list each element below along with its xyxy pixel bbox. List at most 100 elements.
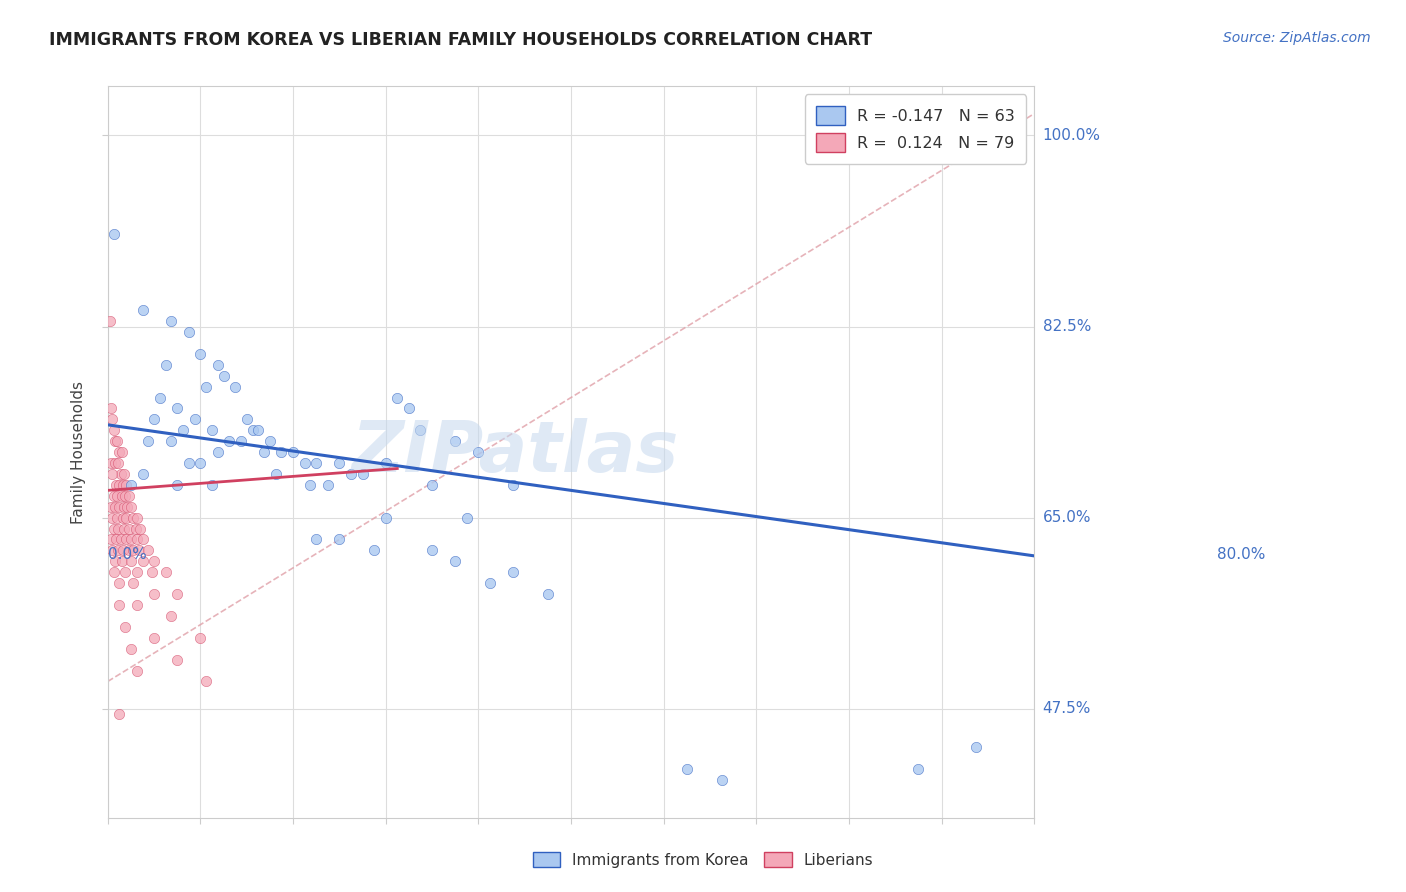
Text: 47.5%: 47.5%: [1043, 701, 1091, 716]
Point: [444, 554, 467, 568]
Point: [409, 423, 432, 437]
Point: [253, 445, 276, 459]
Point: [207, 445, 229, 459]
Point: [111, 543, 134, 558]
Point: [117, 543, 139, 558]
Point: [195, 379, 218, 393]
Point: [467, 445, 489, 459]
Text: 100.0%: 100.0%: [1043, 128, 1101, 143]
Point: [115, 510, 138, 524]
Point: [100, 533, 122, 547]
Point: [125, 598, 148, 612]
Point: [122, 510, 145, 524]
Point: [110, 533, 132, 547]
Point: [115, 478, 138, 492]
Point: [112, 500, 135, 514]
Text: 65.0%: 65.0%: [1043, 510, 1091, 525]
Point: [108, 598, 131, 612]
Point: [328, 456, 350, 470]
Point: [114, 620, 136, 634]
Point: [294, 456, 316, 470]
Point: [907, 762, 929, 776]
Point: [120, 641, 142, 656]
Point: [104, 500, 127, 514]
Point: [101, 467, 124, 481]
Point: [112, 467, 135, 481]
Point: [101, 510, 124, 524]
Point: [201, 423, 224, 437]
Point: [131, 303, 153, 318]
Point: [120, 478, 142, 492]
Point: [104, 478, 127, 492]
Point: [114, 489, 136, 503]
Point: [155, 358, 177, 372]
Point: [117, 522, 139, 536]
Point: [456, 510, 478, 524]
Point: [143, 412, 166, 426]
Point: [444, 434, 467, 449]
Point: [270, 445, 292, 459]
Point: [675, 762, 697, 776]
Point: [122, 576, 145, 591]
Point: [201, 478, 224, 492]
Point: [105, 510, 128, 524]
Point: [242, 423, 264, 437]
Point: [420, 478, 443, 492]
Point: [120, 500, 142, 514]
Point: [112, 522, 135, 536]
Point: [420, 543, 443, 558]
Point: [125, 533, 148, 547]
Point: [398, 401, 420, 416]
Point: [111, 554, 134, 568]
Point: [114, 566, 136, 580]
Text: IMMIGRANTS FROM KOREA VS LIBERIAN FAMILY HOUSEHOLDS CORRELATION CHART: IMMIGRANTS FROM KOREA VS LIBERIAN FAMILY…: [49, 31, 872, 49]
Point: [340, 467, 363, 481]
Point: [537, 587, 560, 601]
Point: [190, 347, 212, 361]
Point: [195, 674, 218, 689]
Point: [111, 445, 134, 459]
Point: [108, 576, 131, 591]
Text: Source: ZipAtlas.com: Source: ZipAtlas.com: [1223, 31, 1371, 45]
Point: [328, 533, 350, 547]
Point: [103, 566, 125, 580]
Point: [108, 500, 131, 514]
Point: [98, 314, 121, 328]
Point: [108, 445, 131, 459]
Point: [166, 652, 188, 666]
Point: [166, 587, 188, 601]
Point: [104, 434, 127, 449]
Point: [104, 533, 127, 547]
Point: [117, 500, 139, 514]
Point: [281, 445, 304, 459]
Point: [125, 664, 148, 678]
Text: 0.0%: 0.0%: [108, 548, 146, 562]
Point: [104, 554, 127, 568]
Point: [177, 456, 200, 470]
Point: [131, 533, 153, 547]
Point: [104, 456, 127, 470]
Legend: Immigrants from Korea, Liberians: Immigrants from Korea, Liberians: [524, 844, 882, 875]
Point: [120, 533, 142, 547]
Point: [108, 707, 131, 722]
Point: [129, 522, 152, 536]
Point: [100, 401, 122, 416]
Point: [122, 543, 145, 558]
Point: [125, 510, 148, 524]
Point: [103, 489, 125, 503]
Point: [136, 434, 159, 449]
Point: [107, 543, 129, 558]
Y-axis label: Family Households: Family Households: [72, 381, 86, 524]
Point: [103, 423, 125, 437]
Point: [108, 478, 131, 492]
Point: [131, 554, 153, 568]
Point: [363, 543, 385, 558]
Point: [160, 314, 183, 328]
Point: [352, 467, 374, 481]
Point: [710, 772, 733, 787]
Point: [374, 510, 396, 524]
Point: [478, 576, 501, 591]
Point: [224, 379, 246, 393]
Point: [160, 608, 183, 623]
Point: [111, 478, 134, 492]
